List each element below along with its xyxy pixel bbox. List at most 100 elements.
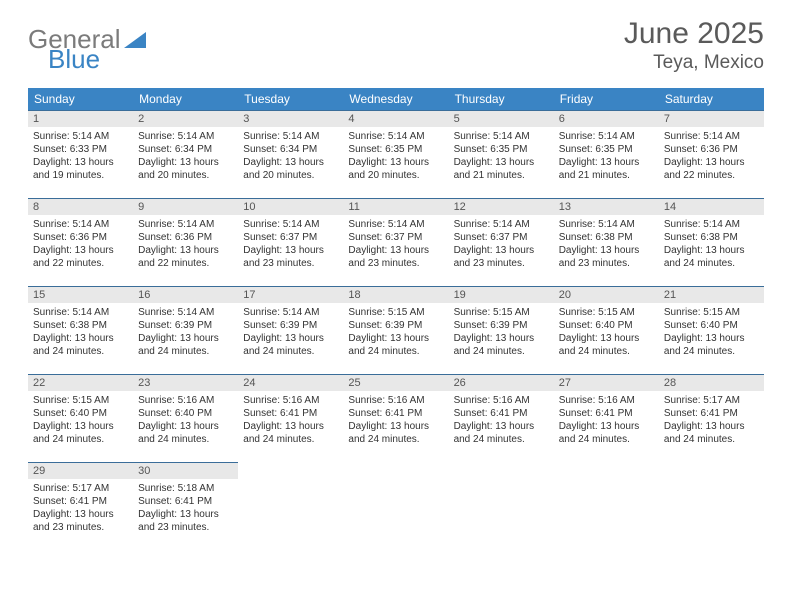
day-details: Sunrise: 5:14 AMSunset: 6:34 PMDaylight:… xyxy=(133,127,238,184)
sunset-line: Sunset: 6:41 PM xyxy=(243,408,317,419)
day-details: Sunrise: 5:15 AMSunset: 6:39 PMDaylight:… xyxy=(343,303,448,360)
sunset-line: Sunset: 6:40 PM xyxy=(138,408,212,419)
sunset-line: Sunset: 6:35 PM xyxy=(348,144,422,155)
weekday-header: Friday xyxy=(554,88,659,110)
calendar-day-cell: 18Sunrise: 5:15 AMSunset: 6:39 PMDayligh… xyxy=(343,286,448,374)
day-number: 20 xyxy=(554,286,659,303)
sunrise-line: Sunrise: 5:14 AM xyxy=(33,219,109,230)
day-details: Sunrise: 5:14 AMSunset: 6:39 PMDaylight:… xyxy=(133,303,238,360)
sunset-line: Sunset: 6:38 PM xyxy=(33,320,107,331)
day-details: Sunrise: 5:16 AM Sunset: 6:41 PM Daylight:… xyxy=(238,391,343,448)
sunrise-line: Sunrise: 5:16 AM xyxy=(243,395,319,406)
sunset-line: Sunset: 6:41 PM xyxy=(664,408,738,419)
calendar-day-cell: 25Sunrise: 5:16 AMSunset: 6:41 PMDayligh… xyxy=(343,374,448,462)
sunset-line: Sunset: 6:35 PM xyxy=(559,144,633,155)
calendar-day-cell: .. xyxy=(659,462,764,550)
calendar-day-cell: 13Sunrise: 5:14 AMSunset: 6:38 PMDayligh… xyxy=(554,198,659,286)
day-number: 1 xyxy=(28,110,133,127)
sunset-line: Sunset: 6:41 PM xyxy=(33,496,107,507)
sunrise-line: Sunrise: 5:14 AM xyxy=(664,219,740,230)
sunrise-line: Sunrise: 5:14 AM xyxy=(138,307,214,318)
calendar-day-cell: 23Sunrise: 5:16 AMSunset: 6:40 PMDayligh… xyxy=(133,374,238,462)
sunrise-line: Sunrise: 5:18 AM xyxy=(138,483,214,494)
sunset-line: Sunset: 6:37 PM xyxy=(454,232,528,243)
sunset-line: Sunset: 6:36 PM xyxy=(33,232,107,243)
daylight-line: Daylight: 13 hours and 24 minutes. xyxy=(664,245,745,269)
sunrise-line: Sunrise: 5:14 AM xyxy=(559,131,635,142)
sunrise-line: Sunrise: 5:17 AM xyxy=(33,483,109,494)
weekday-header: Saturday xyxy=(659,88,764,110)
daylight-line: Daylight: 13 hours and 23 minutes. xyxy=(33,509,114,533)
sunrise-line: Sunrise: 5:16 AM xyxy=(138,395,214,406)
daylight-line: Daylight: 13 hours and 24 minutes. xyxy=(664,333,745,357)
weekday-header: Wednesday xyxy=(343,88,448,110)
sunset-line: Sunset: 6:34 PM xyxy=(243,144,317,155)
calendar-day-cell: 5Sunrise: 5:14 AMSunset: 6:35 PMDaylight… xyxy=(449,110,554,198)
sunrise-line: Sunrise: 5:17 AM xyxy=(664,395,740,406)
calendar-day-cell: 17Sunrise: 5:14 AMSunset: 6:39 PMDayligh… xyxy=(238,286,343,374)
sunset-line: Sunset: 6:39 PM xyxy=(243,320,317,331)
sunset-line: Sunset: 6:40 PM xyxy=(664,320,738,331)
title-block: June 2025 Teya, Mexico xyxy=(624,18,764,74)
daylight-line: Daylight: 13 hours and 23 minutes. xyxy=(138,509,219,533)
day-details: Sunrise: 5:14 AMSunset: 6:35 PMDaylight:… xyxy=(449,127,554,184)
day-number: 24 xyxy=(238,374,343,391)
calendar-day-cell: 24 Sunrise: 5:16 AM Sunset: 6:41 PM Dayligh… xyxy=(238,374,343,462)
day-details: Sunrise: 5:16 AMSunset: 6:41 PMDaylight:… xyxy=(449,391,554,448)
calendar-day-cell: 12Sunrise: 5:14 AMSunset: 6:37 PMDayligh… xyxy=(449,198,554,286)
day-details: Sunrise: 5:14 AMSunset: 6:37 PMDaylight:… xyxy=(449,215,554,272)
sunset-line: Sunset: 6:36 PM xyxy=(664,144,738,155)
calendar-day-cell: 3Sunrise: 5:14 AMSunset: 6:34 PMDaylight… xyxy=(238,110,343,198)
day-number: 2 xyxy=(133,110,238,127)
daylight-line: Daylight: 13 hours and 23 minutes. xyxy=(243,245,324,269)
day-number: 4 xyxy=(343,110,448,127)
calendar-day-cell: 29Sunrise: 5:17 AMSunset: 6:41 PMDayligh… xyxy=(28,462,133,550)
day-details: Sunrise: 5:15 AMSunset: 6:40 PMDaylight:… xyxy=(554,303,659,360)
sunset-line: Sunset: 6:35 PM xyxy=(454,144,528,155)
day-number: 10 xyxy=(238,198,343,215)
daylight-line: Daylight: 13 hours and 22 minutes. xyxy=(664,157,745,181)
daylight-line: Daylight: 13 hours and 24 minutes. xyxy=(559,421,640,445)
calendar-week-row: 15Sunrise: 5:14 AMSunset: 6:38 PMDayligh… xyxy=(28,286,764,374)
calendar-day-cell: 20Sunrise: 5:15 AMSunset: 6:40 PMDayligh… xyxy=(554,286,659,374)
sunset-line: Sunset: 6:39 PM xyxy=(138,320,212,331)
sunset-line: Sunset: 6:37 PM xyxy=(243,232,317,243)
sunset-line: Sunset: 6:39 PM xyxy=(454,320,528,331)
daylight-line: Daylight: 13 hours and 21 minutes. xyxy=(454,157,535,181)
sunrise-line: Sunrise: 5:15 AM xyxy=(348,307,424,318)
sunrise-line: Sunrise: 5:14 AM xyxy=(348,131,424,142)
day-number: 30 xyxy=(133,462,238,479)
day-details: Sunrise: 5:17 AM Sunset: 6:41 PM Daylight:… xyxy=(659,391,764,448)
day-number: 13 xyxy=(554,198,659,215)
weekday-header: Tuesday xyxy=(238,88,343,110)
daylight-line: Daylight: 13 hours and 24 minutes. xyxy=(138,421,219,445)
day-number: 17 xyxy=(238,286,343,303)
calendar-body: 1Sunrise: 5:14 AMSunset: 6:33 PMDaylight… xyxy=(28,110,764,550)
sunset-line: Sunset: 6:39 PM xyxy=(348,320,422,331)
day-number: 16 xyxy=(133,286,238,303)
calendar-day-cell: .. xyxy=(554,462,659,550)
day-details: Sunrise: 5:18 AMSunset: 6:41 PMDaylight:… xyxy=(133,479,238,536)
calendar-day-cell: 1Sunrise: 5:14 AMSunset: 6:33 PMDaylight… xyxy=(28,110,133,198)
daylight-line: Daylight: 13 hours and 24 minutes. xyxy=(664,421,745,445)
sunrise-line: Sunrise: 5:15 AM xyxy=(664,307,740,318)
sunrise-line: Sunrise: 5:15 AM xyxy=(559,307,635,318)
day-number: 7 xyxy=(659,110,764,127)
calendar-week-row: 1Sunrise: 5:14 AMSunset: 6:33 PMDaylight… xyxy=(28,110,764,198)
day-details: Sunrise: 5:14 AMSunset: 6:38 PMDaylight:… xyxy=(28,303,133,360)
page-header: General June 2025 Teya, Mexico xyxy=(28,18,764,74)
daylight-line: Daylight: 13 hours and 24 minutes. xyxy=(243,421,324,445)
day-details: Sunrise: 5:15 AM Sunset: 6:40 PM Daylight:… xyxy=(659,303,764,360)
sunrise-line: Sunrise: 5:16 AM xyxy=(559,395,635,406)
sunrise-line: Sunrise: 5:14 AM xyxy=(138,131,214,142)
daylight-line: Daylight: 13 hours and 20 minutes. xyxy=(243,157,324,181)
sunset-line: Sunset: 6:38 PM xyxy=(664,232,738,243)
sunset-line: Sunset: 6:41 PM xyxy=(559,408,633,419)
sunset-line: Sunset: 6:41 PM xyxy=(454,408,528,419)
sunrise-line: Sunrise: 5:15 AM xyxy=(454,307,530,318)
sunrise-line: Sunrise: 5:14 AM xyxy=(348,219,424,230)
day-details: Sunrise: 5:14 AMSunset: 6:33 PMDaylight:… xyxy=(28,127,133,184)
calendar-day-cell: 28Sunrise: 5:17 AMSunset: 6:41 PMDayligh… xyxy=(659,374,764,462)
day-details: Sunrise: 5:14 AMSunset: 6:34 PMDaylight:… xyxy=(238,127,343,184)
daylight-line: Daylight: 13 hours and 24 minutes. xyxy=(454,421,535,445)
